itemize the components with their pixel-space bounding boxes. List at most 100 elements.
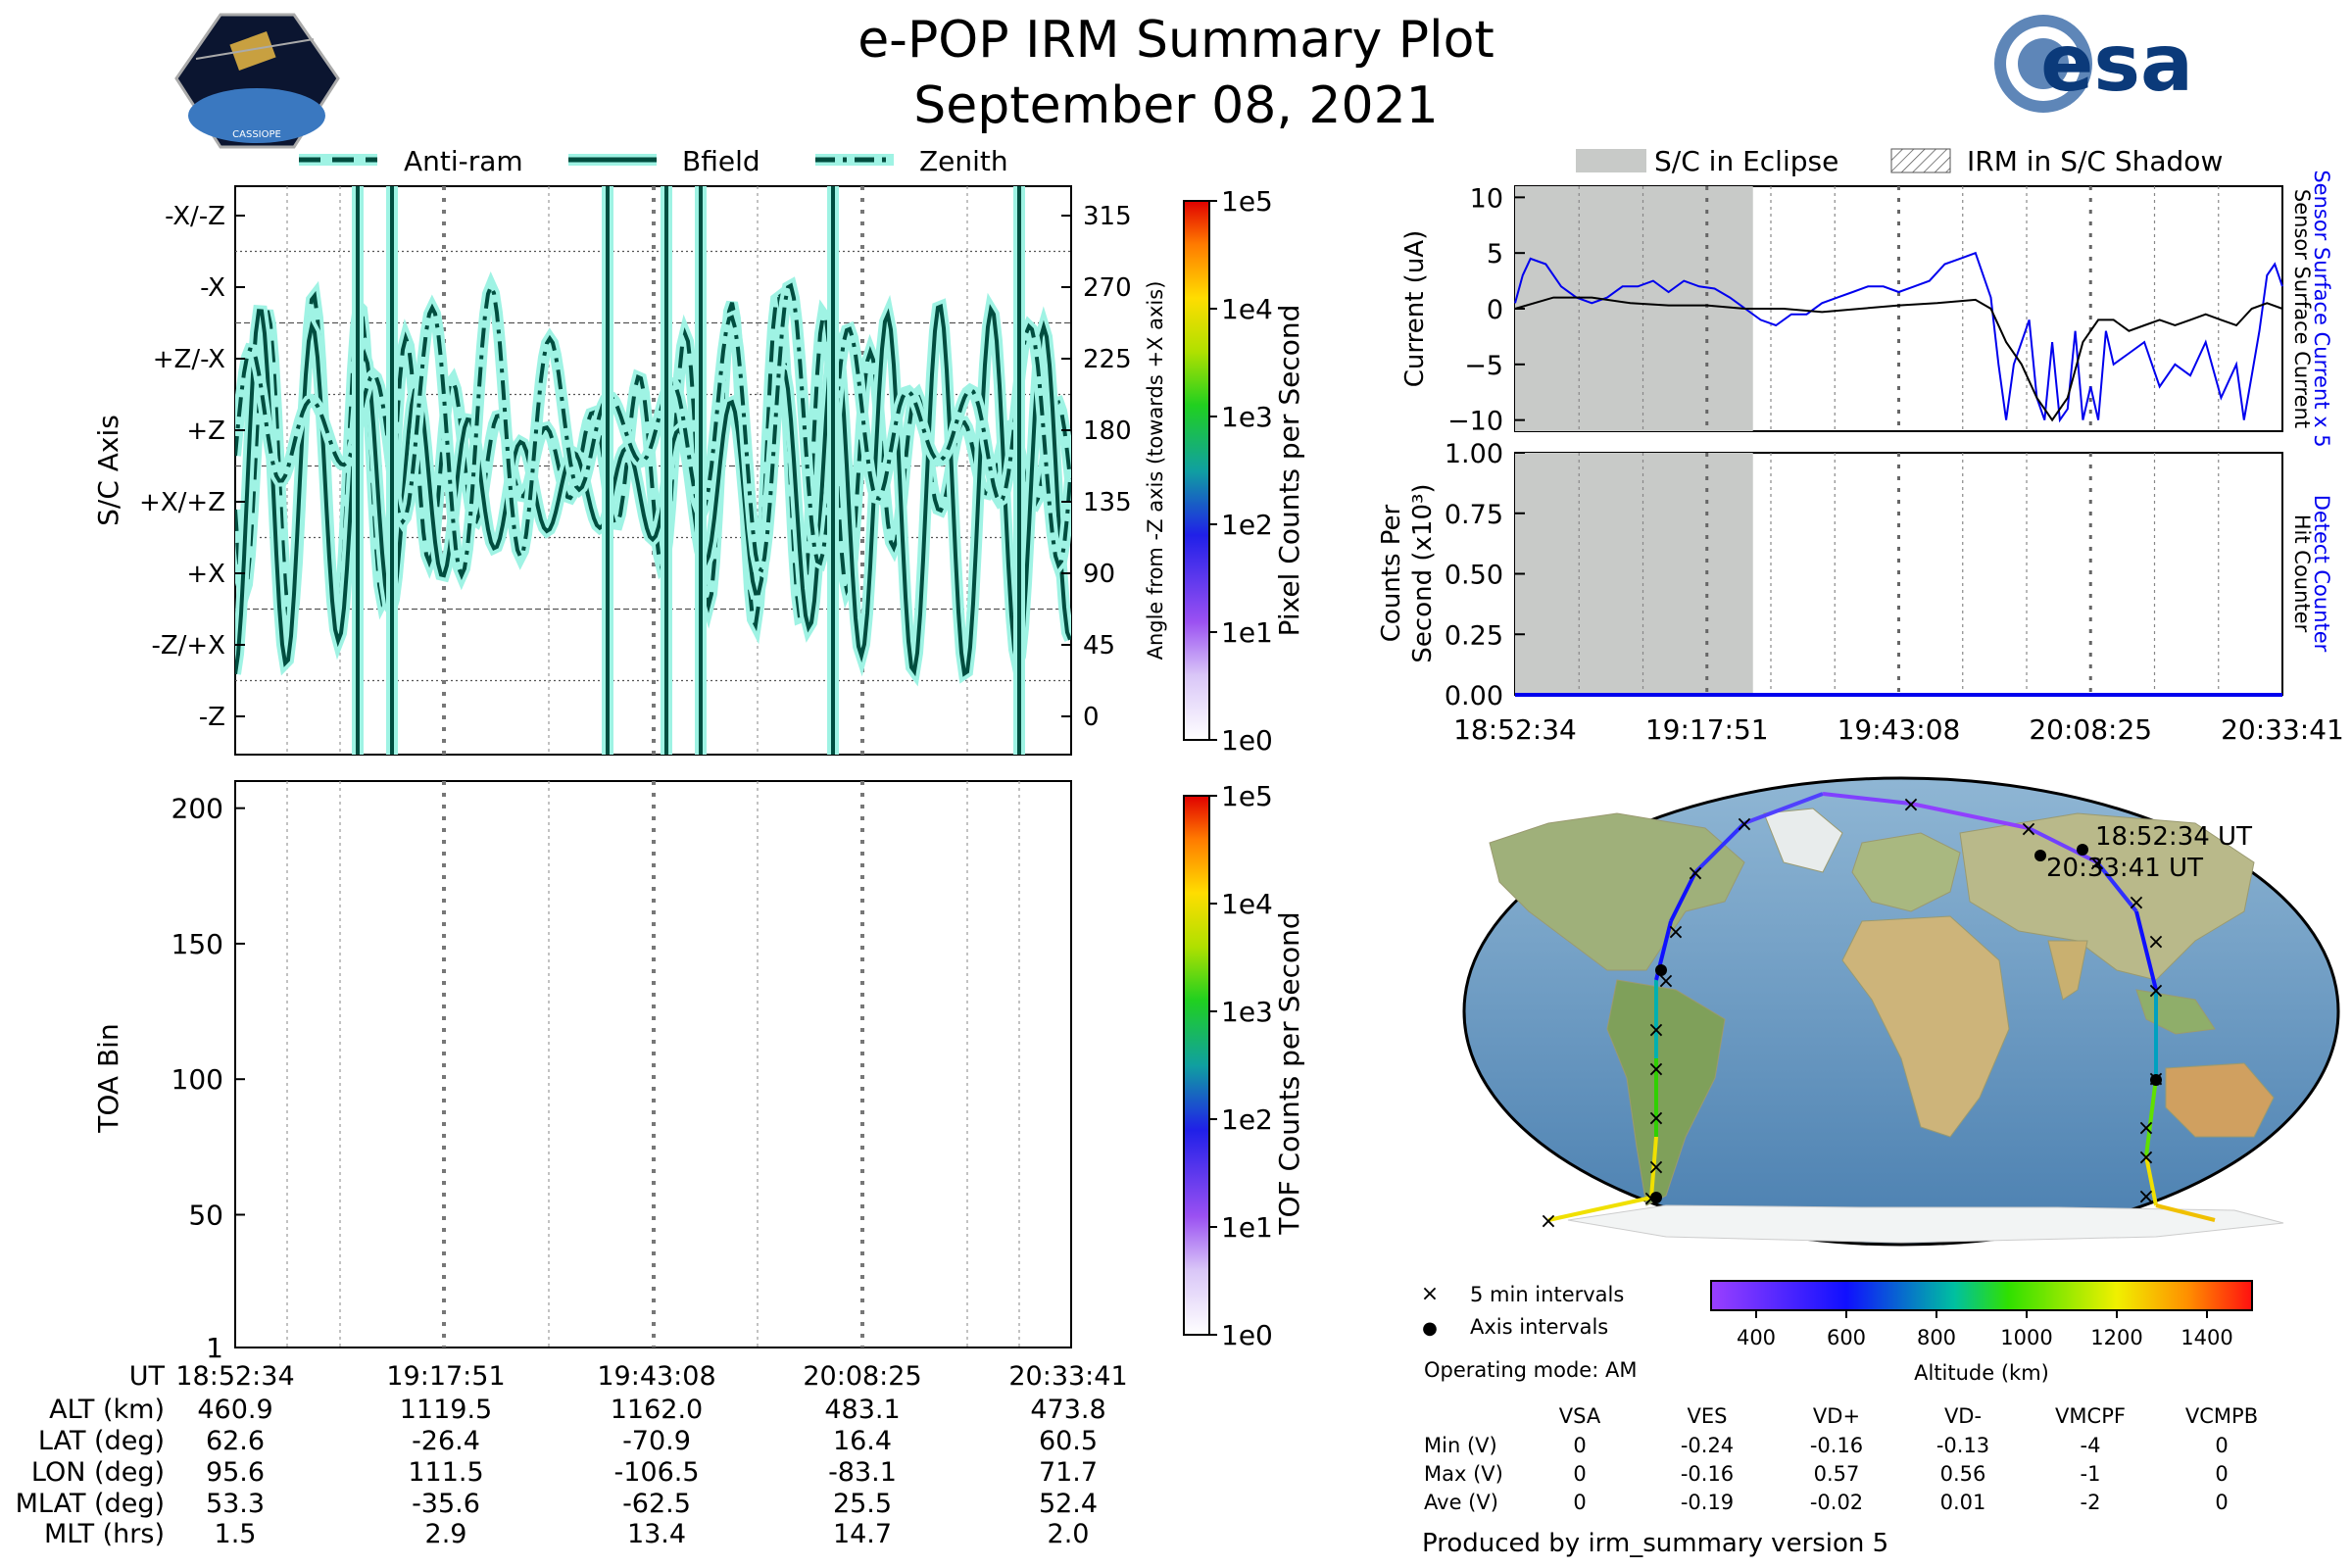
current-ytick: 0 xyxy=(1487,295,1503,325)
toa-ytick: 100 xyxy=(172,1063,223,1096)
current-right-label-black: Sensor Surface Current xyxy=(2290,189,2314,428)
counts-ytick: 0.00 xyxy=(1445,681,1503,711)
ut-cell: 52.4 xyxy=(1039,1489,1098,1519)
ground-track-segment xyxy=(2155,1203,2216,1222)
ground-track-map: ×××××××××××××××××××× 18:52:34 UT 20:33:4… xyxy=(1462,776,2340,1247)
ut-cell: 1162.0 xyxy=(611,1395,703,1425)
tof-colorbar: 1e0 1e1 1e2 1e3 1e4 1e5 TOF Counts per Second xyxy=(1183,780,1305,1351)
voltage-header: VD+ xyxy=(1813,1404,1860,1428)
current-series-line xyxy=(1514,251,2283,423)
map-landmasses xyxy=(1489,808,2284,1244)
voltage-cell: 0 xyxy=(1573,1491,1586,1514)
ground-track-segment xyxy=(1693,821,1746,874)
map-end-label: 20:33:41 UT xyxy=(2046,854,2203,883)
legend-shadow: IRM in S/C Shadow xyxy=(1967,145,2223,177)
five-min-marker: × xyxy=(1647,1106,1665,1131)
ut-cell: 2.0 xyxy=(1048,1519,1090,1549)
voltage-cell: -4 xyxy=(2081,1434,2101,1457)
axis-interval-marker xyxy=(2077,844,2088,856)
five-min-marker: × xyxy=(1647,1155,1665,1180)
ut-cell: 18:52:34 xyxy=(175,1361,294,1392)
toa-ytick: 1 xyxy=(206,1332,223,1364)
altitude-tick: 800 xyxy=(1917,1326,1956,1349)
pixel-colorbar-label: Pixel Counts per Second xyxy=(1273,305,1305,637)
legend-bfield: Bfield xyxy=(682,145,760,177)
ut-row-label: UT xyxy=(129,1361,166,1392)
ut-cell: 95.6 xyxy=(206,1457,265,1488)
ut-row-label: LON (deg) xyxy=(31,1457,165,1488)
ut-row-label: ALT (km) xyxy=(49,1395,165,1425)
toa-ytick: 150 xyxy=(172,928,223,960)
five-min-marker: × xyxy=(2147,930,2165,955)
current-panel: 10 5 0 −5 −10 Current (uA) Sensor Surface Cu… xyxy=(1400,170,2333,447)
voltage-row-label: Max (V) xyxy=(1424,1462,1503,1486)
sc-axis-ytick: -X/-Z xyxy=(165,202,225,231)
five-min-marker: × xyxy=(2020,817,2037,842)
ut-cell: 2.9 xyxy=(425,1519,467,1549)
voltage-cell: -0.19 xyxy=(1681,1491,1734,1514)
footer-note: Produced by irm_summary version 5 xyxy=(1422,1529,1888,1558)
colorbar-tick: 1e5 xyxy=(1221,185,1273,218)
colorbar-tick: 1e5 xyxy=(1221,780,1273,812)
ut-cell: -83.1 xyxy=(828,1457,897,1488)
ground-track-segment xyxy=(1547,1196,1652,1222)
current-series-line xyxy=(1514,296,2283,422)
altitude-tick: 400 xyxy=(1737,1326,1776,1349)
figure-title: e-POP IRM Summary Plot xyxy=(858,11,1494,70)
counts-right-label-blue: Detect Counter xyxy=(2310,495,2333,653)
voltage-cell: 0 xyxy=(2215,1491,2228,1514)
counts-xtick: 19:17:51 xyxy=(1645,713,1769,746)
sc-axis-right-label: Angle from -Z axis (towards +X axis) xyxy=(1144,281,1167,661)
sc-axis-right-tick: 270 xyxy=(1083,273,1132,303)
figure-date: September 08, 2021 xyxy=(913,76,1439,135)
altitude-tick: 1200 xyxy=(2090,1326,2142,1349)
eclipse-legend: S/C in Eclipse IRM in S/C Shadow xyxy=(1576,145,2223,177)
sc-axis-ytick: -Z/+X xyxy=(151,631,225,661)
ground-track-segment xyxy=(2028,826,2098,864)
esa-logo: esa xyxy=(1994,15,2193,113)
current-ytick: −10 xyxy=(1447,407,1503,437)
sc-axis-trace-bfield xyxy=(235,303,1071,677)
five-min-marker: × xyxy=(1647,1057,1665,1082)
ut-cell: 1119.5 xyxy=(400,1395,492,1425)
colorbar-tick: 1e3 xyxy=(1221,996,1273,1028)
five-min-marker: × xyxy=(2147,979,2165,1004)
ground-track-segment xyxy=(1822,792,1912,806)
sc-axis-ytick: +Z/-X xyxy=(153,345,225,374)
ut-row-label: MLAT (deg) xyxy=(16,1489,165,1519)
colorbar-tick: 1e4 xyxy=(1221,293,1273,325)
legend-zenith: Zenith xyxy=(919,145,1008,177)
colorbar-tick: 1e1 xyxy=(1221,616,1273,649)
counts-ytick: 1.00 xyxy=(1445,439,1503,469)
voltage-cell: 0 xyxy=(1573,1462,1586,1486)
counts-xtick: 20:08:25 xyxy=(2029,713,2152,746)
legend-axis-marker: ● xyxy=(1422,1318,1438,1339)
sc-axis-ytick: -Z xyxy=(199,703,225,732)
sc-axis-right-tick: 315 xyxy=(1083,202,1132,231)
voltage-row-label: Ave (V) xyxy=(1424,1491,1498,1514)
map-start-label: 18:52:34 UT xyxy=(2095,822,2252,852)
colorbar-tick: 1e2 xyxy=(1221,1103,1273,1136)
sc-axis-ytick: +X xyxy=(186,560,225,589)
ut-cell: 483.1 xyxy=(824,1395,900,1425)
ut-cell: -70.9 xyxy=(622,1426,691,1456)
counts-ytick: 0.25 xyxy=(1445,620,1503,651)
ground-track-segment xyxy=(2144,1077,2158,1157)
voltage-cell: -0.13 xyxy=(1936,1434,1989,1457)
cassiope-logo: CASSIOPE xyxy=(174,13,340,149)
svg-text:CASSIOPE: CASSIOPE xyxy=(232,129,281,140)
eclipse-region xyxy=(1515,186,1753,431)
ut-cell: 62.6 xyxy=(206,1426,265,1456)
axis-interval-marker xyxy=(2034,850,2046,861)
voltage-cell: 0.57 xyxy=(1814,1462,1860,1486)
ground-track-segment xyxy=(2144,1155,2158,1206)
five-min-marker: × xyxy=(1667,920,1685,945)
map-legend: × 5 min intervals ● Axis intervals Opera… xyxy=(1421,1282,1638,1382)
axis-interval-marker xyxy=(1655,964,1667,976)
colorbar-tick: 1e3 xyxy=(1221,401,1273,433)
ut-cell: 1.5 xyxy=(215,1519,257,1549)
